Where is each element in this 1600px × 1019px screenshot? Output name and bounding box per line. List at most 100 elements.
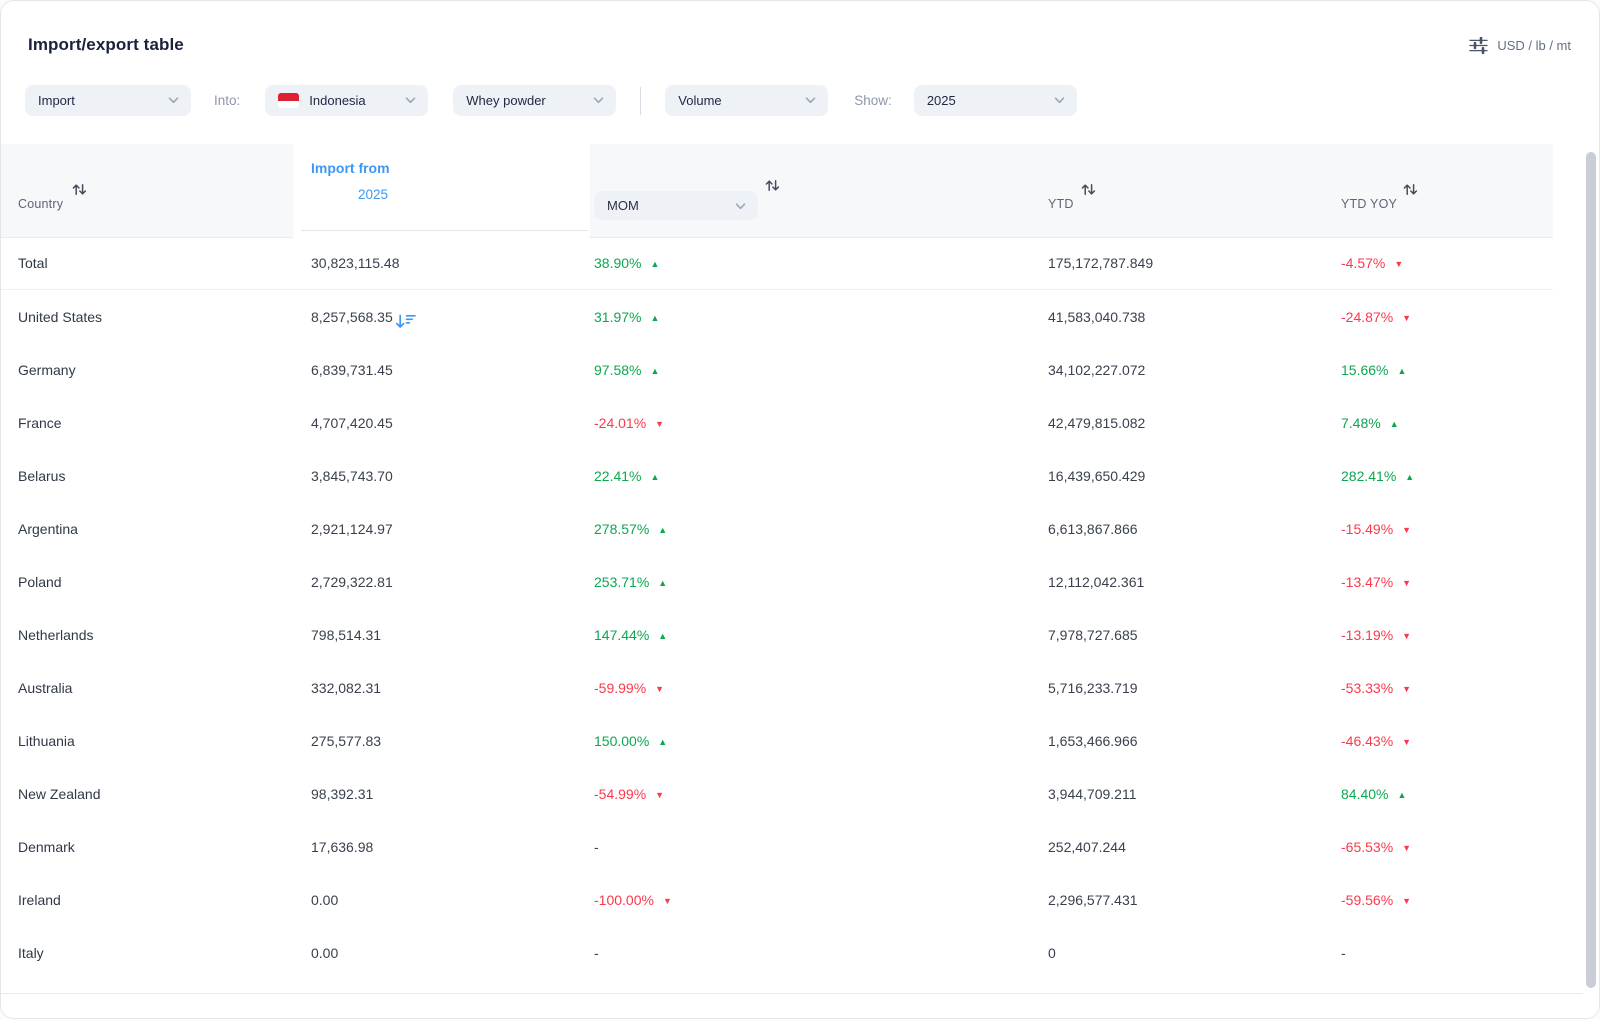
change-triangle-icon: ▲	[1397, 365, 1407, 376]
table-row: Lithuania 275,577.83 150.00% ▲ 1,653,466.…	[1, 714, 1553, 767]
chevron-down-icon	[735, 203, 746, 210]
mom-change-cell: 147.44% ▲	[594, 626, 668, 643]
ytd-value-cell: 41,583,040.738	[1048, 308, 1146, 325]
table-row: France 4,707,420.45 -24.01% ▼ 42,479,815.…	[1, 396, 1553, 449]
country-cell: Total	[18, 255, 48, 271]
ytd-yoy-change-cell: -	[1341, 944, 1346, 961]
vertical-scrollbar	[1583, 144, 1599, 1018]
mom-change-cell: 150.00% ▲	[594, 732, 668, 749]
column-header-import-from[interactable]: Import from	[311, 160, 390, 176]
column-header-ytd: YTD	[1048, 197, 1074, 211]
country-select[interactable]: Indonesia	[265, 85, 429, 116]
mom-change-cell: 38.90% ▲	[594, 255, 660, 271]
table-row: Denmark 17,636.98 - 252,407.244 -65.53% ▼	[1, 820, 1553, 873]
change-triangle-icon: ▼	[655, 789, 665, 800]
product-select[interactable]: Whey powder	[453, 85, 617, 116]
ytd-yoy-change-cell: 282.41% ▲	[1341, 467, 1415, 484]
mom-change-cell: 253.71% ▲	[594, 573, 668, 590]
change-triangle-icon: ▼	[655, 683, 665, 694]
ytd-value-cell: 16,439,650.429	[1048, 467, 1146, 484]
change-triangle-icon: ▼	[1402, 630, 1412, 641]
ytd-yoy-change-cell: 7.48% ▲	[1341, 414, 1399, 431]
import-value-cell: 30,823,115.48	[311, 255, 400, 271]
import-value-cell: 2,729,322.81	[311, 573, 393, 590]
column-header-country: Country	[18, 197, 64, 211]
table-row: Belarus 3,845,743.70 22.41% ▲ 16,439,650.…	[1, 449, 1553, 502]
table-row: Italy 0.00 - 0 -	[1, 926, 1553, 979]
sort-arrows-icon[interactable]	[764, 177, 781, 199]
mom-change-cell: 31.97% ▲	[594, 308, 660, 325]
metric-select[interactable]: Volume	[665, 85, 829, 116]
table-row: Poland 2,729,322.81 253.71% ▲ 12,112,042.…	[1, 555, 1553, 608]
ytd-yoy-change-cell: -24.87% ▼	[1341, 308, 1412, 325]
ytd-value-cell: 3,944,709.211	[1048, 785, 1137, 802]
ytd-value-cell: 2,296,577.431	[1048, 891, 1138, 908]
import-value-cell: 2,921,124.97	[311, 520, 393, 537]
ytd-value-cell: 34,102,227.072	[1048, 361, 1146, 378]
ytd-yoy-change-cell: 15.66% ▲	[1341, 361, 1407, 378]
import-value-cell: 98,392.31	[311, 785, 374, 802]
change-triangle-icon: ▼	[1402, 736, 1412, 747]
trade-flow-value: Import	[38, 93, 75, 108]
change-triangle-icon: ▲	[650, 471, 660, 482]
change-triangle-icon: ▼	[1402, 842, 1412, 853]
mom-metric-select[interactable]: MOM	[594, 191, 758, 220]
units-selector[interactable]: USD / lb / mt	[1469, 37, 1571, 54]
sort-descending-icon[interactable]	[394, 311, 417, 332]
metric-value: Volume	[678, 93, 722, 108]
mom-change-cell: 278.57% ▲	[594, 520, 668, 537]
change-triangle-icon: ▼	[655, 418, 665, 429]
sliders-icon	[1469, 37, 1488, 54]
change-triangle-icon: ▼	[1402, 683, 1412, 694]
table-row: Germany 6,839,731.45 97.58% ▲ 34,102,227.…	[1, 343, 1553, 396]
table-row: Total 30,823,115.48 38.90% ▲ 175,172,787.…	[1, 237, 1553, 290]
country-cell: New Zealand	[18, 785, 101, 802]
country-cell: Argentina	[18, 520, 78, 537]
column-header-import-year[interactable]: 2025	[358, 187, 389, 202]
trade-flow-select[interactable]: Import	[25, 85, 191, 116]
mom-change-cell: 22.41% ▲	[594, 467, 660, 484]
country-cell: Lithuania	[18, 732, 75, 749]
import-value-cell: 3,845,743.70	[311, 467, 393, 484]
table-row: New Zealand 98,392.31 -54.99% ▼ 3,944,709…	[1, 767, 1553, 820]
import-value-cell: 6,839,731.45	[311, 361, 393, 378]
chevron-down-icon	[406, 97, 416, 104]
ytd-value-cell: 1,653,466.966	[1048, 732, 1138, 749]
filter-bar: Import Into: Indonesia Whey powder Volum…	[25, 85, 1077, 116]
units-label: USD / lb / mt	[1497, 38, 1571, 53]
country-value: Indonesia	[309, 93, 366, 108]
change-triangle-icon: ▲	[1405, 471, 1415, 482]
mom-change-cell: 97.58% ▲	[594, 361, 660, 378]
import-value-cell: 332,082.31	[311, 679, 382, 696]
change-triangle-icon: ▼	[1402, 895, 1412, 906]
sort-arrows-icon[interactable]	[1080, 181, 1097, 203]
sort-arrows-icon[interactable]	[1402, 181, 1419, 203]
filter-divider	[640, 86, 642, 115]
table-bottom-border	[1, 993, 1599, 994]
change-triangle-icon: ▼	[1402, 312, 1412, 323]
country-cell: Italy	[18, 944, 44, 961]
chevron-down-icon	[594, 97, 604, 104]
mom-value: MOM	[607, 198, 639, 213]
change-triangle-icon: ▲	[658, 524, 668, 535]
change-triangle-icon: ▼	[1402, 577, 1412, 588]
mom-change-cell: -	[594, 944, 599, 961]
import-value-cell: 4,707,420.45	[311, 414, 393, 431]
scrollbar-thumb[interactable]	[1586, 152, 1596, 988]
import-value-cell: 798,514.31	[311, 626, 382, 643]
ytd-yoy-change-cell: -13.47% ▼	[1341, 573, 1412, 590]
ytd-value-cell: 252,407.244	[1048, 838, 1126, 855]
import-value-cell: 275,577.83	[311, 732, 382, 749]
ytd-value-cell: 0	[1048, 944, 1056, 961]
ytd-yoy-change-cell: -59.56% ▼	[1341, 891, 1412, 908]
ytd-value-cell: 5,716,233.719	[1048, 679, 1138, 696]
ytd-yoy-change-cell: -15.49% ▼	[1341, 520, 1412, 537]
ytd-value-cell: 7,978,727.685	[1048, 626, 1138, 643]
table-row: United States 8,257,568.35 31.97% ▲ 41,58…	[1, 290, 1553, 343]
chevron-down-icon	[168, 97, 179, 104]
import-value-cell: 0.00	[311, 944, 339, 961]
sort-arrows-icon[interactable]	[71, 181, 88, 203]
year-select[interactable]: 2025	[913, 85, 1077, 116]
product-value: Whey powder	[466, 93, 546, 108]
